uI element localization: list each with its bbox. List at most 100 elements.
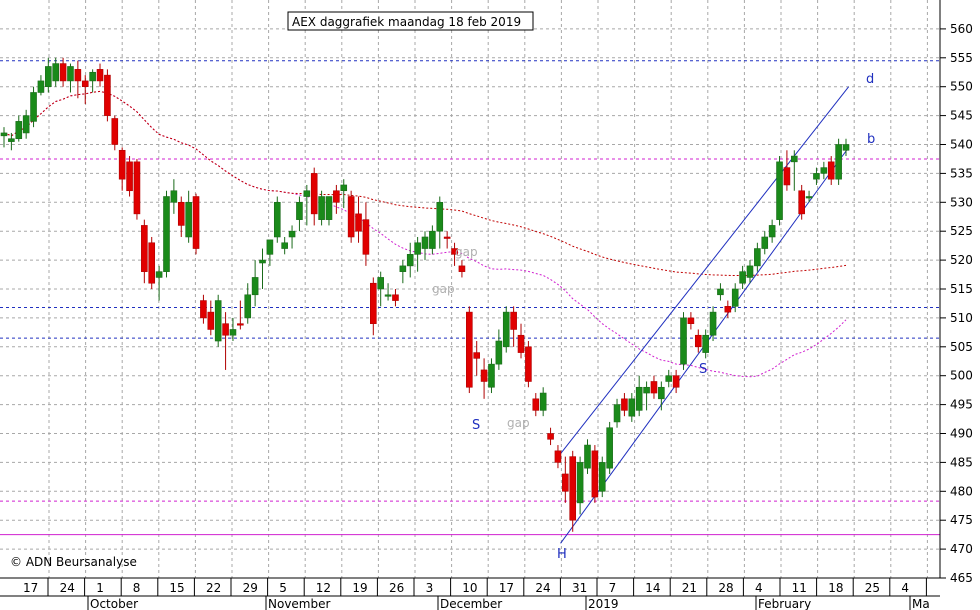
candle-body (229, 329, 237, 336)
candle-body (473, 352, 481, 359)
candle-body (362, 219, 370, 255)
candle-body (650, 381, 658, 394)
candle-body (717, 288, 724, 296)
candle-body (384, 294, 392, 297)
candle-body (45, 66, 52, 88)
candle-body (510, 311, 517, 330)
candle-body (59, 63, 67, 82)
candle-body (310, 173, 318, 215)
y-tick-label: 480 (950, 484, 973, 498)
candle-body (273, 202, 281, 238)
y-tick-label: 520 (950, 253, 973, 267)
candle-body (96, 69, 104, 82)
x-tick-label: 8 (133, 581, 141, 595)
x-tick-label: 19 (352, 581, 367, 595)
annotation-label: S (699, 362, 707, 377)
candle-body (731, 288, 739, 307)
candle-body (340, 184, 348, 192)
annotation-label: b (867, 132, 875, 147)
candle-body (369, 282, 377, 324)
candle-body (414, 242, 421, 255)
channel-line-d (560, 86, 850, 455)
candle-body (739, 271, 746, 284)
y-tick-label: 550 (950, 80, 973, 94)
month-label: February (758, 597, 811, 610)
candle-body (244, 294, 252, 319)
x-tick-label: 7 (609, 581, 617, 595)
x-tick-label: 17 (499, 581, 514, 595)
candle-body (0, 132, 8, 137)
candle-body (259, 259, 266, 264)
candle-body (325, 196, 333, 220)
candle-body (525, 346, 532, 382)
candle-body (8, 138, 15, 142)
candles (0, 57, 850, 532)
candle-body (266, 239, 274, 255)
candle-body (443, 236, 451, 239)
annotation-label: gap (507, 416, 530, 430)
month-label: October (90, 597, 138, 610)
candle-body (37, 80, 45, 93)
candle-body (606, 427, 613, 469)
y-tick-label: 465 (950, 571, 973, 585)
candle-body (805, 196, 813, 199)
candle-body (569, 456, 577, 521)
x-axis: 17 24 1 8 15 22 29 5 12 19 26 3 10 17 24 31 7 14 21 28 4 11 18… (0, 577, 940, 610)
candle-body (377, 277, 384, 290)
candle-body (480, 369, 488, 382)
candle-body (584, 444, 591, 469)
y-axis: 465 470 475 480 485 490 495 500 505 510 515 520 525 5… (939, 0, 973, 585)
candle-body (118, 149, 126, 180)
candle-body (539, 392, 547, 411)
y-tick-label: 560 (950, 22, 973, 36)
candle-body (495, 340, 503, 365)
x-tick-label: 14 (645, 581, 660, 595)
candle-body (251, 277, 259, 296)
candle-body (547, 433, 554, 440)
candle-body (67, 66, 74, 82)
x-tick-label: 12 (316, 581, 331, 595)
annotation-label: d (866, 72, 874, 87)
candle-body (148, 242, 156, 284)
x-tick-label: 5 (279, 581, 287, 595)
candle-body (170, 190, 178, 203)
candle-body (392, 294, 399, 301)
candle-body (621, 398, 628, 411)
candle-body (104, 74, 111, 116)
annotation-label: gap (432, 282, 455, 296)
candle-body (672, 375, 680, 388)
y-tick-label: 490 (950, 427, 973, 441)
x-tick-label: 29 (243, 581, 258, 595)
y-tick-label: 540 (950, 138, 973, 152)
month-label: 2019 (588, 597, 619, 610)
y-tick-label: 545 (950, 109, 973, 123)
moving-average-long (3, 90, 847, 276)
x-tick-label: 4 (755, 581, 763, 595)
month-label: November (268, 597, 330, 610)
copyright-label: © ADN Beursanalyse (10, 555, 137, 569)
month-label: December (440, 597, 502, 610)
candle-body (813, 173, 820, 180)
candle-body (502, 311, 510, 348)
y-tick-label: 485 (950, 455, 973, 469)
x-tick-label: 15 (169, 581, 184, 595)
candle-body (694, 334, 702, 348)
candle-body (89, 71, 96, 82)
annotation-label: gap (455, 245, 478, 259)
candle-body (214, 300, 222, 342)
y-tick-label: 555 (950, 51, 973, 65)
y-tick-label: 510 (950, 311, 973, 325)
y-tick-label: 535 (950, 166, 973, 180)
candle-body (790, 155, 798, 163)
x-tick-label: 25 (865, 581, 880, 595)
x-tick-label: 4 (901, 581, 909, 595)
candle-body (436, 202, 444, 232)
candle-body (200, 300, 207, 319)
x-tick-label: 21 (682, 581, 697, 595)
candle-body (15, 121, 23, 140)
candle-body (222, 323, 229, 336)
x-tick-label: 3 (426, 581, 434, 595)
candle-body (399, 265, 407, 272)
